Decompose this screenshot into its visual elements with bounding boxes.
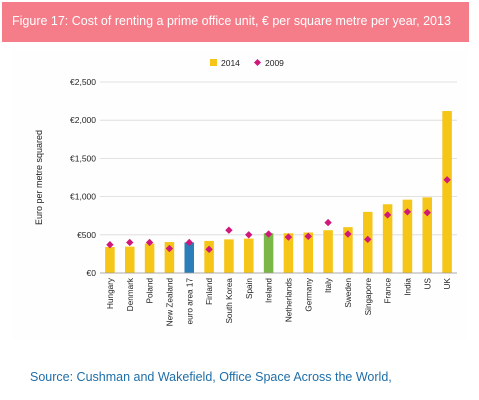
x-tick-label: South Korea [225,278,234,324]
x-tick-label: UK [443,277,452,289]
x-tick-label: US [423,277,432,289]
marker-2009-france [383,211,392,219]
marker-2009-south-korea [225,226,233,234]
bar-ireland [263,233,274,273]
x-tick-label: New Zealand [165,278,174,327]
marker-2009-uk [443,176,451,184]
bar-france [382,204,393,273]
marker-2009-finland [205,245,213,253]
bar-us [422,197,433,273]
marker-2009-new-zealand [165,244,174,253]
bar-germany [303,232,314,273]
x-tick-label: Ireland [265,278,274,303]
marker-2009-germany [304,232,312,241]
chart-area: 2014 2009 €0 €500 €1,000 €1,500 €2,000 €2,500 Eu… [12,50,467,340]
bar-denmark [124,246,135,273]
bar-chart: 2014 2009 €0 €500 €1,000 €1,500 €2,000 €2,500 Eu… [34,58,457,327]
y-tick-label: €2,500 [70,77,96,87]
title-band: Figure 17: Cost of renting a prime offic… [2,2,469,42]
marker-2009-denmark [126,238,134,247]
x-tick-label: Sweden [344,278,353,308]
y-tick-label: €500 [77,230,96,240]
legend-2014-swatch [210,59,217,66]
figure-title: Figure 17: Cost of renting a prime offic… [12,14,451,28]
x-tick-label: Poland [146,278,155,304]
y-tick-label: €0 [87,268,97,278]
y-tick-label: €1,500 [70,153,96,163]
x-tick-label: Hungary [106,277,115,309]
x-tick-label: India [403,278,412,296]
marker-2009-hungary [106,241,114,249]
x-tick-label: Singapore [364,278,373,316]
bar-uk [442,111,452,273]
x-tick-label: Spain [245,278,254,299]
x-tick-label: France [384,278,393,304]
x-tick-label: Denmark [126,277,135,311]
x-tick-label: Italy [324,277,333,293]
bar-netherlands [283,233,294,273]
x-tick-label: Netherlands [284,278,293,322]
source-note: Source: Cushman and Wakefield, Office Sp… [30,370,392,384]
bar-poland [144,243,155,273]
marker-2009-euro-area-17 [185,238,193,247]
legend-2009-swatch [253,58,262,67]
x-tick-label: euro area 17 [185,278,194,325]
y-axis-label: Euro per metre squared [34,130,44,225]
y-tick-label: €1,000 [70,192,96,202]
bar-spain [243,238,254,273]
bar-euro-area-17 [184,242,195,273]
marker-2009-singapore [364,235,372,244]
bar-sweden [343,227,353,273]
x-tick-label: Germany [304,277,313,312]
legend-2009-label: 2009 [265,58,284,68]
bar-finland [204,240,214,273]
bar-italy [323,230,333,273]
bar-india [402,199,413,273]
y-tick-label: €2,000 [70,115,96,125]
x-tick-label: Finland [205,278,214,305]
bar-south-korea [224,239,234,273]
bar-hungary [105,247,115,273]
marker-2009-italy [324,218,332,227]
legend-2014-label: 2014 [221,58,240,68]
marker-2009-spain [245,231,253,239]
bar-new-zealand [164,242,175,273]
